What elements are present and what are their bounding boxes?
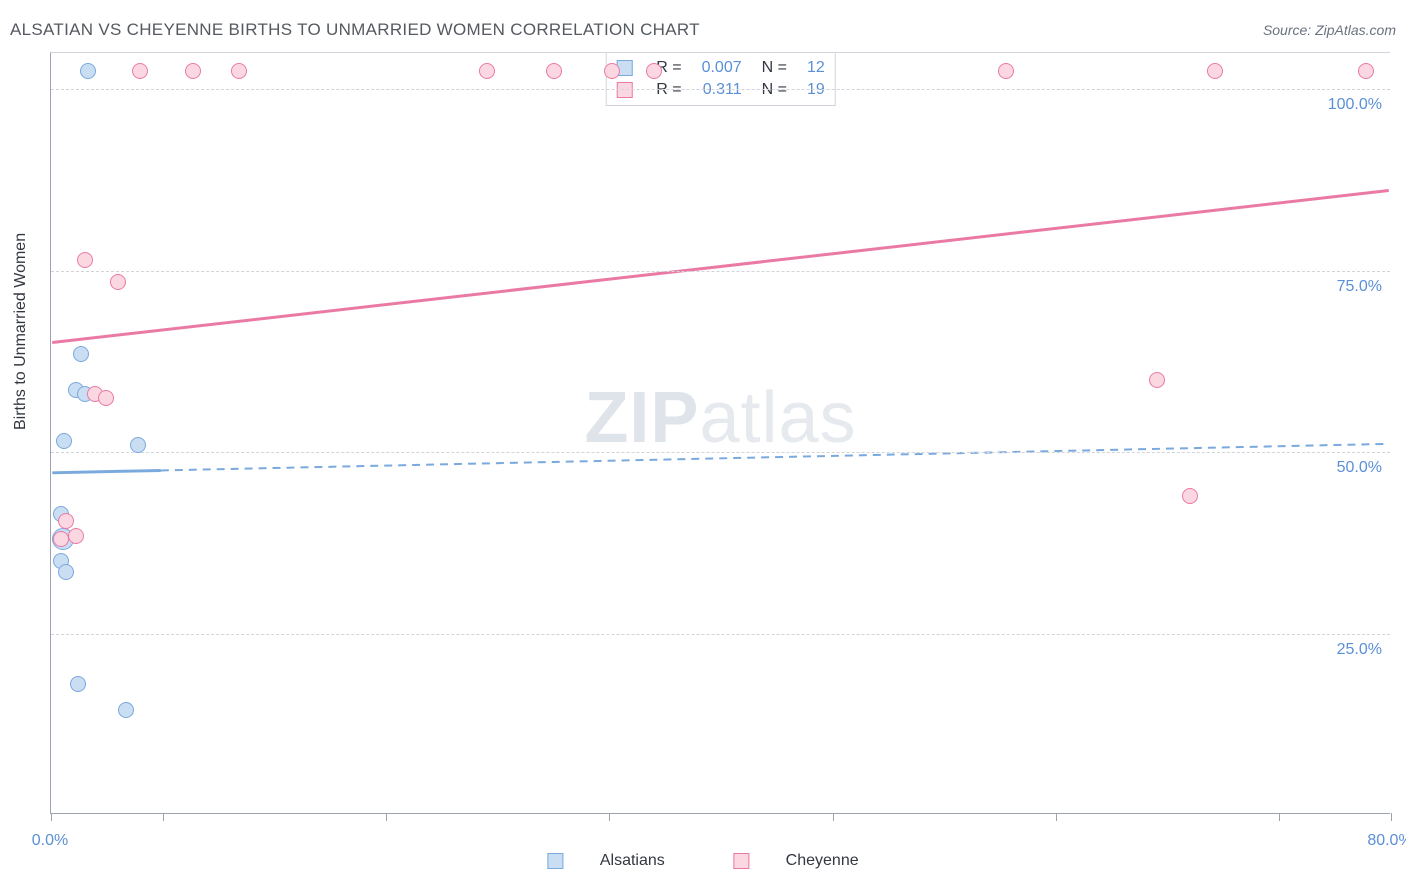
gridline-h [51,634,1390,635]
data-point [110,274,126,290]
chart-title: ALSATIAN VS CHEYENNE BIRTHS TO UNMARRIED… [10,20,700,40]
title-bar: ALSATIAN VS CHEYENNE BIRTHS TO UNMARRIED… [10,20,1396,40]
data-point [70,676,86,692]
x-tick [1279,813,1280,821]
x-tick [833,813,834,821]
n-label: N = [752,57,797,79]
watermark-bold: ZIP [584,378,699,458]
data-point [604,63,620,79]
source-prefix: Source: [1263,22,1315,38]
legend-stats: R = 0.007 N = 12 R = 0.311 N = 19 [605,53,836,106]
data-point [185,63,201,79]
data-point [53,531,69,547]
legend-label-alsatians: Alsatians [600,852,665,869]
data-point [546,63,562,79]
legend-label-cheyenne: Cheyenne [786,852,859,869]
data-point [118,702,134,718]
y-tick-label: 100.0% [1328,96,1382,114]
y-tick-label: 50.0% [1337,459,1382,477]
swatch-alsatians-icon [547,853,563,869]
legend-item-cheyenne: Cheyenne [717,852,874,869]
source-attribution: Source: ZipAtlas.com [1263,22,1396,38]
gridline-h [51,271,1390,272]
source-name: ZipAtlas.com [1315,22,1396,38]
y-axis-label: Births to Unmarried Women [12,233,30,430]
data-point [1358,63,1374,79]
data-point [77,252,93,268]
data-point [132,63,148,79]
gridline-h [51,89,1390,90]
gridline-h [51,452,1390,453]
legend-series: Alsatians Cheyenne [515,852,890,870]
x-tick [1056,813,1057,821]
swatch-cheyenne-icon [733,853,749,869]
legend-stats-row-alsatians: R = 0.007 N = 12 [606,57,835,79]
watermark-light: atlas [699,378,856,458]
data-point [1207,63,1223,79]
n-value-alsatians: 12 [797,57,835,79]
x-tick-label: 0.0% [32,832,68,850]
x-tick [1391,813,1392,821]
data-point [56,433,72,449]
chart-container: ALSATIAN VS CHEYENNE BIRTHS TO UNMARRIED… [0,0,1406,892]
data-point [68,528,84,544]
data-point [98,390,114,406]
data-point [58,564,74,580]
legend-item-alsatians: Alsatians [531,852,680,869]
x-tick [386,813,387,821]
data-point [130,437,146,453]
data-point [479,63,495,79]
r-value-alsatians: 0.007 [692,57,752,79]
x-tick [609,813,610,821]
data-point [1149,372,1165,388]
data-point [58,513,74,529]
plot-area: ZIPatlas R = 0.007 N = 12 R = 0.311 N = … [50,52,1390,814]
x-tick [51,813,52,821]
y-tick-label: 75.0% [1337,278,1382,296]
data-point [1182,488,1198,504]
watermark: ZIPatlas [584,377,856,459]
x-tick [163,813,164,821]
data-point [80,63,96,79]
data-point [73,346,89,362]
x-tick-label: 80.0% [1367,832,1406,850]
y-tick-label: 25.0% [1337,641,1382,659]
data-point [998,63,1014,79]
data-point [646,63,662,79]
data-point [231,63,247,79]
